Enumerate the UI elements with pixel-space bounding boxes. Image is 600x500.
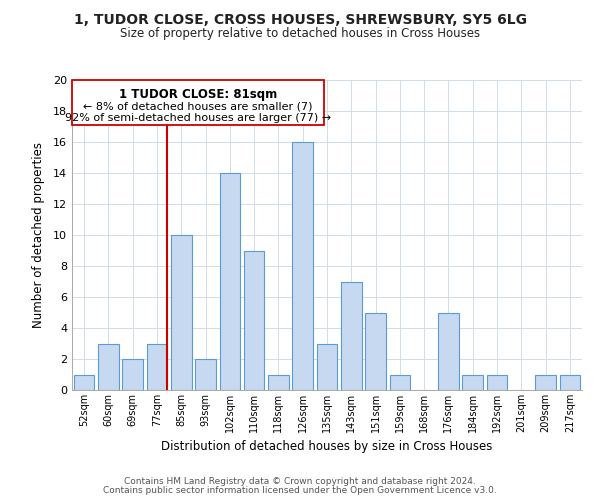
Bar (463, 374, 483, 390)
Text: Contains public sector information licensed under the Open Government Licence v3: Contains public sector information licen… (103, 486, 497, 495)
Bar (341, 282, 362, 390)
Bar (98, 344, 119, 390)
Bar (195, 359, 216, 390)
Bar (74, 374, 94, 390)
Bar (535, 374, 556, 390)
Bar (244, 250, 265, 390)
Bar (487, 374, 508, 390)
Text: Size of property relative to detached houses in Cross Houses: Size of property relative to detached ho… (120, 28, 480, 40)
Bar (122, 359, 143, 390)
Bar (268, 374, 289, 390)
Bar (560, 374, 580, 390)
FancyBboxPatch shape (72, 80, 325, 125)
Y-axis label: Number of detached properties: Number of detached properties (32, 142, 44, 328)
Bar (220, 173, 240, 390)
Bar (171, 235, 191, 390)
Text: ← 8% of detached houses are smaller (7): ← 8% of detached houses are smaller (7) (83, 101, 313, 111)
Bar (317, 344, 337, 390)
Text: Contains HM Land Registry data © Crown copyright and database right 2024.: Contains HM Land Registry data © Crown c… (124, 477, 476, 486)
Bar (438, 312, 459, 390)
Bar (365, 312, 386, 390)
Bar (292, 142, 313, 390)
Bar (389, 374, 410, 390)
Text: 1, TUDOR CLOSE, CROSS HOUSES, SHREWSBURY, SY5 6LG: 1, TUDOR CLOSE, CROSS HOUSES, SHREWSBURY… (74, 12, 527, 26)
Text: 1 TUDOR CLOSE: 81sqm: 1 TUDOR CLOSE: 81sqm (119, 88, 277, 101)
Bar (146, 344, 167, 390)
X-axis label: Distribution of detached houses by size in Cross Houses: Distribution of detached houses by size … (161, 440, 493, 454)
Text: 92% of semi-detached houses are larger (77) →: 92% of semi-detached houses are larger (… (65, 114, 331, 124)
